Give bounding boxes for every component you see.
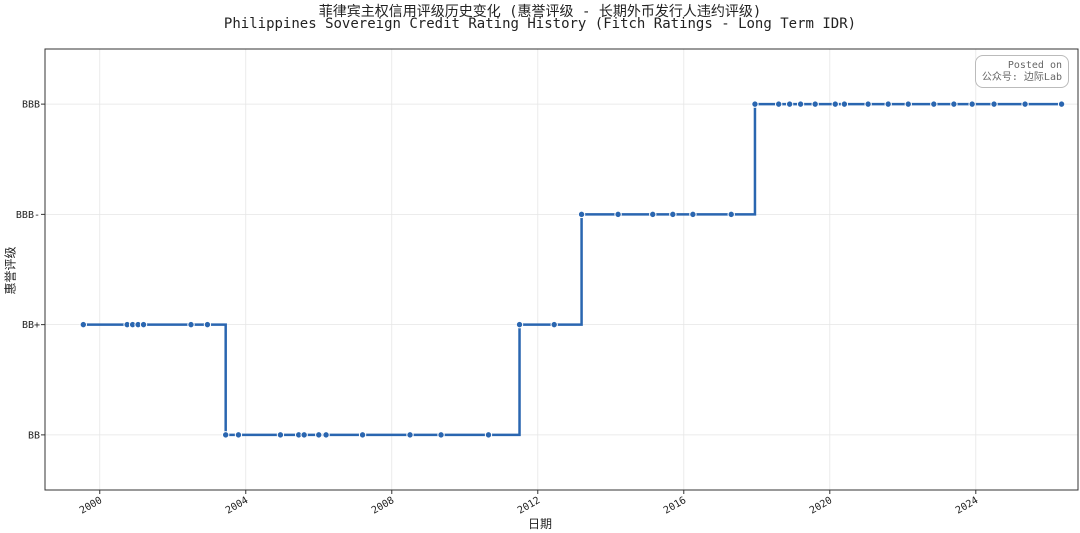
rating-data-point [437,431,445,439]
x-tick-label: 2020 [808,495,834,517]
rating-data-point [904,100,912,108]
y-tick-label: BBB [22,100,40,111]
x-axis-label: 日期 [527,517,552,531]
chart-title: 菲律宾主权信用评级历史变化 (惠誉评级 - 长期外币发行人违约评级) [318,4,762,20]
rating-data-point [669,210,677,219]
rating-data-point [234,431,243,439]
rating-data-point [968,100,976,108]
posted-on-watermark: Posted on 公众号: 边际Lab [974,55,1069,88]
y-tick-label: BB [28,430,40,441]
rating-data-point [840,100,849,108]
rating-data-point [950,100,958,108]
rating-data-point [930,100,938,108]
rating-data-point [831,100,839,108]
y-tick-label: BB+ [22,320,40,331]
rating-data-point [727,210,735,219]
x-tick-label: 2016 [662,495,688,517]
rating-data-point [774,100,783,108]
rating-data-point [614,210,622,219]
rating-data-point [796,100,805,108]
rating-data-point [550,320,558,329]
rating-data-point [322,431,330,439]
rating-data-point [187,320,195,329]
rating-data-point [203,320,212,329]
rating-data-point [990,100,998,108]
y-axis-label: 惠誉评级 [3,246,18,295]
rating-data-point [79,320,88,329]
rating-step-line [83,102,1062,437]
x-tick-label: 2012 [516,495,542,517]
rating-data-point [358,431,367,439]
x-tick-label: 2008 [370,495,396,517]
rating-data-point [689,210,697,219]
rating-data-point [1021,100,1029,108]
x-tick-label: 2024 [954,495,980,517]
x-tick-label: 2004 [224,495,250,517]
rating-data-point [785,100,794,108]
rating-data-point [221,431,230,439]
rating-data-point [811,100,819,108]
rating-data-point [1057,100,1066,108]
rating-data-point [884,100,892,108]
y-tick-label: BBB- [16,210,40,221]
rating-data-point [577,210,586,219]
rating-data-point [484,431,493,439]
rating-data-point [139,320,148,329]
rating-data-point [649,210,657,219]
chart-subtitle: Philippines Sovereign Credit Rating Hist… [223,16,857,32]
rating-data-point [406,431,414,439]
rating-data-point [315,431,323,439]
rating-data-point [300,431,308,439]
plot-frame [44,48,1079,491]
rating-data-point [515,320,524,329]
rating-data-point [276,431,285,439]
x-tick-label: 2000 [78,495,104,517]
rating-data-point [864,100,872,108]
posted-on-account: 公众号: 边际Lab [981,72,1062,83]
posted-on-label: Posted on [1007,60,1062,71]
rating-data-point [751,100,759,108]
